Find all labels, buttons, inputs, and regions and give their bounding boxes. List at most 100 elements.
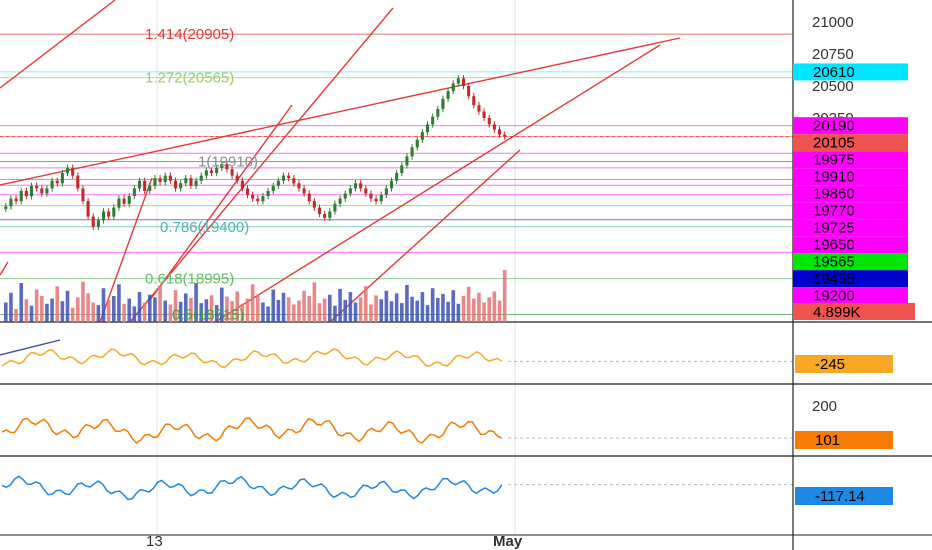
volume-tag-label: 4.899K xyxy=(813,304,861,321)
candle-body xyxy=(297,183,301,189)
candle-body xyxy=(405,156,409,166)
candle-body xyxy=(117,198,121,208)
candle-body xyxy=(333,203,337,212)
candle-body xyxy=(225,164,229,170)
candle-body xyxy=(179,183,183,189)
candle-body xyxy=(55,180,59,184)
volume-tag-bg xyxy=(793,303,915,320)
indicator-2-tick-label: 200 xyxy=(812,398,837,415)
candle-body xyxy=(29,185,34,197)
volume-bar xyxy=(292,304,296,322)
time-tick-label: May xyxy=(493,533,523,550)
volume-bar xyxy=(271,289,276,322)
fib-label: 1.272(20565) xyxy=(145,70,234,87)
candle-body xyxy=(497,129,502,135)
candle-body xyxy=(467,86,471,97)
volume-bar xyxy=(127,298,132,322)
volume-bar xyxy=(194,283,198,322)
volume-bar xyxy=(163,300,168,322)
candle-body xyxy=(302,188,306,194)
volume-bar xyxy=(466,286,471,322)
indicator-value: -117.14 xyxy=(815,488,865,505)
trend-line xyxy=(129,7,394,323)
trend-line xyxy=(214,44,661,323)
indicator-line xyxy=(1,417,503,444)
price-tag-bg xyxy=(793,236,908,254)
volume-bar xyxy=(209,295,214,322)
volume-bar xyxy=(189,297,193,322)
volume-bar xyxy=(101,288,106,322)
volume-bar xyxy=(148,294,152,322)
price-tag-label: 19455 xyxy=(813,271,855,288)
candle-body xyxy=(4,206,8,209)
price-tag-bg xyxy=(793,287,908,305)
candle-body xyxy=(281,175,286,181)
volume-bar xyxy=(240,303,245,322)
candle-body xyxy=(503,134,507,137)
price-tag-label: 19200 xyxy=(813,288,855,305)
price-tag-label: 19565 xyxy=(813,254,855,271)
candle-body xyxy=(472,96,476,106)
candle-body xyxy=(127,196,131,204)
volume-bar xyxy=(132,306,137,322)
candle-body xyxy=(76,175,80,189)
volume-bar xyxy=(400,303,404,322)
volume-bar xyxy=(369,304,373,322)
price-tick-label: 21000 xyxy=(812,14,854,31)
volume-bar xyxy=(261,302,265,322)
candle-body xyxy=(65,167,70,174)
candle-body xyxy=(425,124,430,133)
fib-label: 0.618(18995) xyxy=(145,271,234,288)
volume-bar xyxy=(353,302,358,322)
candle-body xyxy=(369,193,373,199)
volume-bar xyxy=(214,305,219,322)
price-tag-bg xyxy=(793,134,908,152)
candle-body xyxy=(317,207,322,214)
volume-bar xyxy=(472,298,476,322)
fib-label: 1(19910) xyxy=(198,154,258,171)
volume-bar xyxy=(348,292,353,322)
candle-body xyxy=(431,116,435,125)
trend-line xyxy=(149,104,293,301)
candle-body xyxy=(101,211,106,221)
volume-bar xyxy=(81,281,85,322)
volume-bar xyxy=(286,297,291,322)
candle-body xyxy=(199,175,203,181)
volume-bar xyxy=(364,286,368,322)
volume-bar xyxy=(430,288,435,322)
candle-body xyxy=(312,201,316,208)
candle-body xyxy=(19,190,23,202)
volume-bar xyxy=(112,296,116,322)
volume-bars xyxy=(4,270,507,322)
candle-body xyxy=(338,198,342,204)
volume-bar xyxy=(456,303,461,322)
volume-bar xyxy=(333,305,337,322)
candle-body xyxy=(40,188,44,194)
candles xyxy=(4,75,507,230)
volume-bar xyxy=(492,291,497,322)
volume-bar xyxy=(446,301,450,322)
candle-body xyxy=(353,183,358,189)
volume-bar xyxy=(45,303,49,322)
volume-bar xyxy=(358,297,363,322)
volume-bar xyxy=(204,299,209,322)
indicator-value: 101 xyxy=(815,432,840,449)
volume-bar xyxy=(137,292,142,322)
price-tag-bg xyxy=(793,270,908,288)
volume-bar xyxy=(91,302,96,322)
price-tag-label: 20610 xyxy=(813,64,855,81)
volume-bar xyxy=(184,293,188,322)
price-tag-label: 19650 xyxy=(813,237,855,254)
volume-bar xyxy=(230,301,234,322)
volume-bar xyxy=(451,290,456,322)
volume-bar xyxy=(379,299,384,322)
volume-bar xyxy=(441,294,445,322)
grid xyxy=(0,0,932,536)
fib-label: 0.786(19400) xyxy=(160,219,249,236)
volume-bar xyxy=(266,306,270,322)
volume-bar xyxy=(502,270,507,322)
candle-body xyxy=(163,175,167,182)
candle-body xyxy=(451,83,455,92)
time-axis[interactable]: 13 May xyxy=(146,533,523,550)
